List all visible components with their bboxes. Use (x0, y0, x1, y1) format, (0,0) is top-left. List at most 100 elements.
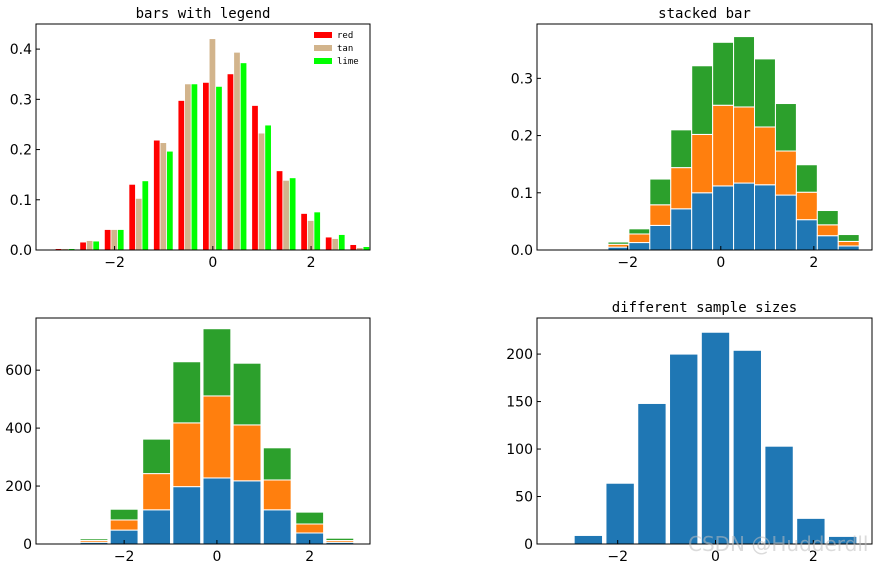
chart-title: bars with legend (136, 6, 271, 22)
bar-lime-0 (68, 248, 75, 250)
bar-series1-3 (649, 204, 672, 226)
y-tick-label: 0.2 (511, 129, 533, 145)
bar-tan-10 (307, 220, 314, 250)
bar-series0-8 (754, 184, 776, 251)
bar-red-0 (55, 248, 62, 250)
bar-series2-0 (79, 538, 109, 542)
bar-series2-7 (733, 36, 756, 108)
y-tick-label: 0.1 (10, 193, 32, 209)
bar-red-12 (350, 244, 357, 250)
bar-series0-6 (732, 349, 762, 545)
bar-lime-2 (117, 229, 124, 250)
x-tick-label: 0 (711, 549, 720, 565)
bar-series0-5 (700, 331, 731, 545)
bar-lime-4 (166, 151, 173, 250)
bar-tan-1 (86, 240, 93, 250)
x-tick-label: 2 (307, 255, 316, 271)
bar-series0-10 (795, 219, 818, 251)
legend-label: red (337, 31, 353, 41)
x-tick-label: 2 (809, 255, 818, 271)
bar-tan-2 (111, 229, 118, 250)
axes-frame-1 (536, 23, 873, 251)
bar-series0-1 (573, 534, 604, 545)
bar-series1-3 (172, 422, 202, 488)
bar-series0-4 (202, 477, 232, 545)
x-tick-label: 0 (208, 255, 217, 271)
bar-series2-5 (691, 65, 714, 135)
bar-lime-1 (93, 241, 100, 250)
x-tick-label: 0 (212, 549, 221, 565)
bar-lime-10 (314, 212, 321, 250)
x-tick-label: −2 (617, 255, 638, 271)
bar-series2-3 (172, 361, 202, 424)
bar-series1-10 (795, 191, 818, 221)
bar-tan-6 (209, 39, 216, 250)
axes-frame-0 (35, 23, 371, 251)
bar-series1-8 (754, 126, 776, 186)
bar-series2-9 (774, 103, 797, 152)
bar-lime-5 (191, 84, 198, 251)
bar-series1-6 (712, 104, 735, 187)
bar-tan-4 (160, 143, 167, 250)
y-tick-label: 400 (5, 421, 32, 437)
bar-lime-7 (240, 63, 247, 250)
bar-tan-7 (234, 52, 240, 251)
y-tick-label: 150 (506, 395, 533, 411)
y-tick-label: 0.4 (10, 42, 32, 58)
bar-series0-3 (649, 224, 672, 251)
bar-red-7 (227, 74, 234, 250)
bar-series0-3 (637, 402, 667, 545)
bar-series1-4 (670, 167, 693, 210)
bar-series0-7 (764, 445, 794, 545)
axes-frame-3 (536, 317, 873, 545)
legend-swatch-tan (314, 45, 332, 51)
y-tick-label: 600 (5, 363, 32, 379)
bar-lime-12 (363, 246, 370, 250)
bar-series0-3 (172, 486, 202, 545)
y-tick-label: 0.3 (511, 71, 533, 87)
y-tick-label: 200 (5, 479, 32, 495)
bar-red-2 (104, 229, 111, 250)
bar-series2-11 (816, 210, 839, 226)
bar-series0-11 (816, 235, 839, 251)
bar-series0-8 (796, 517, 826, 545)
bar-series0-4 (670, 208, 693, 251)
x-tick-label: −2 (104, 255, 125, 271)
bar-series2-5 (232, 362, 262, 426)
bar-series2-6 (262, 447, 292, 481)
y-tick-label: 50 (515, 490, 533, 506)
y-tick-label: 0.1 (511, 186, 533, 202)
bar-series0-12 (837, 245, 860, 251)
bar-tan-8 (258, 133, 265, 250)
bar-series2-7 (295, 511, 325, 525)
bar-series0-9 (774, 194, 797, 251)
bar-series0-5 (691, 192, 714, 251)
y-tick-label: 0.0 (511, 243, 533, 259)
bar-red-11 (325, 237, 332, 250)
bar-tan-11 (332, 238, 339, 250)
legend-swatch-lime (314, 58, 332, 64)
bar-series2-4 (202, 328, 232, 397)
bar-tan-3 (135, 198, 142, 250)
y-tick-label: 0.0 (10, 243, 32, 259)
bar-series1-7 (295, 523, 325, 534)
bar-lime-6 (216, 86, 222, 251)
y-tick-label: 0.2 (10, 143, 32, 159)
bar-series2-8 (754, 58, 776, 128)
x-tick-label: 0 (716, 255, 725, 271)
bar-series2-3 (649, 178, 672, 206)
x-tick-label: −2 (114, 549, 135, 565)
bar-series0-7 (733, 182, 756, 251)
bar-series0-6 (262, 509, 292, 545)
bar-series1-7 (733, 106, 756, 184)
y-tick-label: 0 (524, 537, 533, 553)
bar-series0-2 (605, 482, 635, 545)
bar-lime-9 (289, 178, 296, 250)
bar-tan-12 (356, 247, 363, 250)
bar-series2-1 (109, 508, 139, 521)
bar-series1-6 (262, 479, 292, 511)
chart-title: different sample sizes (612, 300, 797, 316)
bar-series1-2 (142, 473, 172, 511)
bar-series2-8 (325, 537, 355, 542)
